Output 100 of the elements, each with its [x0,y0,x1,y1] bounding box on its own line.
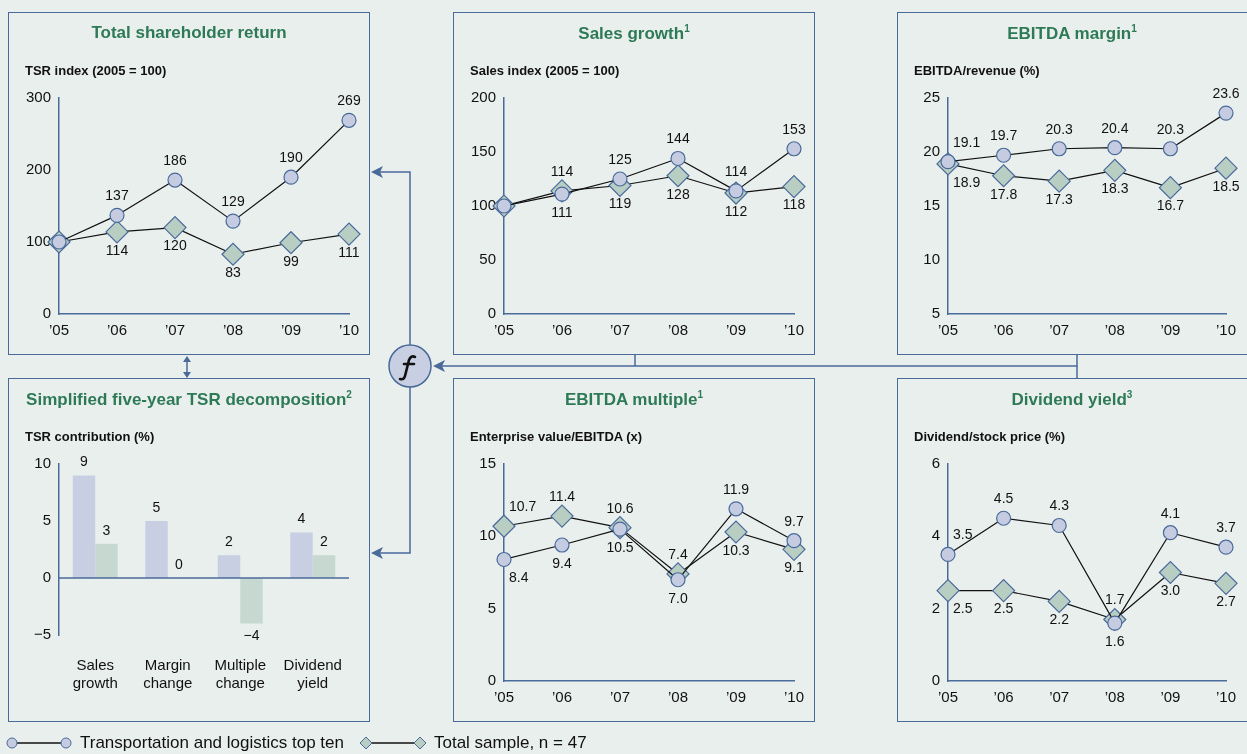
y-tick-label: 25 [923,88,940,106]
data-label: 5 [152,498,161,515]
x-tick-label: ’07 [609,688,631,706]
data-label: 7.0 [668,589,688,606]
point [1214,156,1238,180]
y-tick-label: 5 [42,511,51,529]
point [337,222,361,246]
data-label: 19.1 [953,133,981,150]
data-label: 153 [782,120,806,137]
data-label: 3.7 [1216,519,1236,536]
point [109,207,125,223]
point [163,216,187,240]
y-axis-title: EBITDA/revenue (%) [914,63,1040,78]
data-label: 3 [102,521,111,538]
data-label: 18.3 [1101,180,1129,197]
data-label: 190 [279,149,303,166]
point [992,578,1016,603]
bar [312,555,336,578]
point [1218,105,1234,121]
chart-title: Total shareholder return [90,23,288,43]
data-label: 4.1 [1160,504,1181,521]
x-tick-label: ’06 [106,321,128,339]
y-tick-label: 0 [931,671,940,689]
point [1047,589,1071,614]
data-label: 114 [105,241,129,258]
data-label: 9.4 [552,554,572,571]
data-label: 125 [608,150,632,167]
data-label: 2.5 [993,600,1014,617]
y-tick-label: 0 [42,568,51,586]
x-tick-label: ’09 [1160,321,1181,339]
point [167,172,183,188]
data-label: 2 [320,533,329,550]
data-label: 2.2 [1049,611,1070,628]
data-label: 1.7 [1105,591,1125,608]
point [936,578,960,603]
x-tick-label: ’09 [280,321,302,339]
point [1162,525,1178,541]
point [279,231,303,255]
point [670,150,686,167]
y-tick-label: 150 [470,142,496,160]
data-label: 137 [105,187,129,204]
point [1162,141,1178,157]
x-tick-label: ’07 [1049,688,1070,706]
bar [72,475,96,578]
x-tick-label: ’08 [1104,321,1125,339]
x-tick-label: ’08 [222,321,244,339]
y-axis-title: Sales index (2005 = 100) [470,63,620,78]
y-tick-label: 0 [487,671,496,689]
data-label: 99 [283,252,299,269]
point [225,213,241,229]
bar [217,555,241,578]
data-label: 9 [80,453,89,470]
data-label: 120 [163,237,187,254]
point [1218,539,1234,555]
legend-label: Total sample, n = 47 [433,733,587,753]
data-label: 18.5 [1212,178,1240,195]
x-tick-label: ’08 [667,688,689,706]
x-tick-label: ’10 [783,688,805,706]
point [996,147,1012,163]
y-tick-label: 200 [470,88,496,106]
y-tick-label: 20 [923,142,940,160]
data-label: 83 [225,264,241,281]
chart-title: EBITDA margin$^{1}$ [1006,23,1138,44]
x-tick-label: ’07 [164,321,186,339]
point [221,242,245,266]
bar [290,532,313,578]
data-label: 0 [175,555,184,572]
point [1214,571,1238,595]
y-tick-label: 200 [25,160,51,178]
data-label: 269 [337,92,361,109]
x-tick-label: Margin change [143,656,193,692]
x-tick-label: Dividend yield [283,656,342,692]
data-label: 2.7 [1216,593,1236,610]
point [341,112,357,128]
data-label: 111 [338,243,360,260]
x-tick-label: ’05 [48,321,70,339]
data-label: 3.0 [1160,582,1181,599]
x-tick-label: ’05 [937,688,959,706]
y-tick-label: 300 [25,88,51,106]
point [105,220,129,244]
bar [240,578,263,624]
data-label: 20.4 [1101,119,1129,136]
x-tick-label: ’08 [1104,688,1125,706]
y-tick-label: 0 [42,304,51,322]
data-label: 23.6 [1212,84,1240,101]
x-tick-label: Multiple change [214,656,267,692]
point [670,572,686,588]
y-tick-label: −5 [33,625,51,643]
data-label: 20.3 [1045,120,1074,137]
y-axis-title: TSR contribution (%) [25,429,155,444]
data-label: −4 [243,627,260,644]
point [283,169,299,185]
x-tick-label: ’05 [493,688,515,706]
x-tick-label: ’10 [1215,688,1237,706]
point [1107,140,1123,156]
point [786,141,802,157]
data-label: 4 [297,510,306,527]
chart-title: Simplified five-year TSR decomposition$^{2}$ [25,389,353,410]
data-label: 186 [163,151,187,168]
y-axis-title: TSR index (2005 = 100) [25,63,167,78]
